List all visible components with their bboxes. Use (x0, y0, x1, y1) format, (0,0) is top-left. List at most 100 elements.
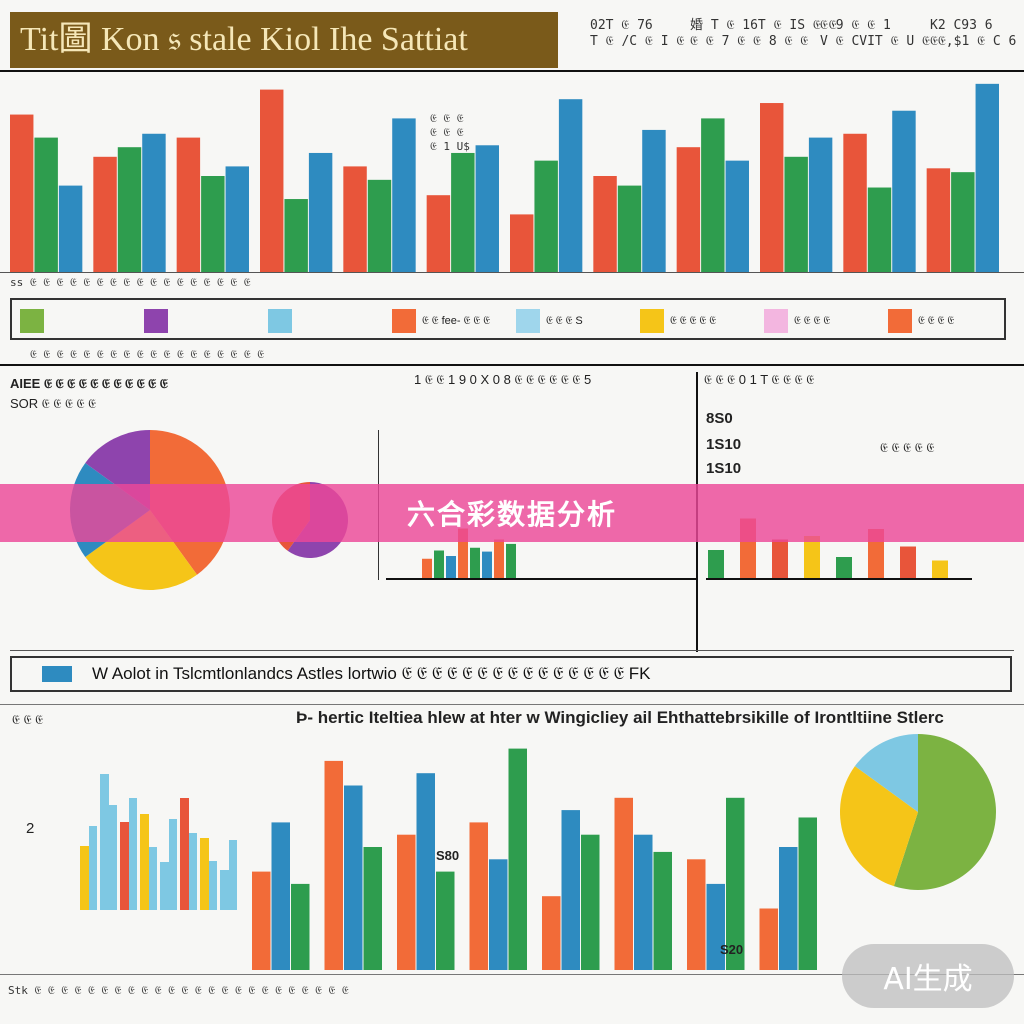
bottom-divider (0, 704, 1024, 705)
legend-label: 𝔈 𝔈 𝔈 S (546, 314, 583, 327)
bottom-value-b: S20 (720, 942, 744, 957)
bar (494, 539, 504, 578)
legend-footnote: 𝔈 𝔈 𝔈 𝔈 𝔈 𝔈 𝔈 𝔈 𝔈 𝔈 𝔈 𝔈 𝔈 𝔈 𝔈 𝔈 𝔈 𝔈 (30, 348, 264, 361)
bar (676, 147, 701, 272)
bottom-main-bar-chart (252, 748, 817, 970)
legend-item: 𝔈 𝔈 𝔈 S (516, 308, 583, 334)
bar (798, 817, 817, 970)
bar (229, 840, 237, 910)
bar (836, 557, 852, 578)
legend-item: 𝔈 𝔈 𝔈 𝔈 (764, 308, 830, 334)
legend-item (268, 308, 298, 334)
mid-right-heading: 𝔈 𝔈 𝔈 0 1 T 𝔈 𝔈 𝔈 𝔈 (704, 372, 815, 387)
bar (324, 760, 343, 970)
pie-slice (840, 766, 918, 887)
bar (772, 539, 788, 578)
bar (510, 214, 534, 272)
bar (470, 547, 480, 578)
bar (160, 862, 169, 910)
header-divider (0, 70, 1024, 72)
bar (706, 883, 725, 970)
bar (10, 114, 34, 272)
bar (451, 152, 475, 272)
bar (220, 870, 229, 910)
bar (392, 118, 416, 273)
legend-divider (0, 364, 1024, 366)
mid-right-value-2: 1S10 (706, 436, 742, 453)
info-banner: W Aolot in Tslcmtlonlandcs Astles lortwi… (10, 656, 1012, 692)
bar (180, 798, 189, 910)
bar (634, 834, 653, 970)
legend-swatch (888, 309, 912, 333)
bar (482, 551, 492, 578)
legend: 𝔈 𝔈 fee- 𝔈 𝔈 𝔈 𝔈 𝔈 𝔈 S 𝔈 𝔈 𝔈 𝔈 𝔈 𝔈 𝔈 𝔈 𝔈 𝔈 𝔈… (10, 298, 1006, 340)
bar (726, 797, 745, 970)
bottom-footer: Stk 𝔈 𝔈 𝔈 𝔈 𝔈 𝔈 𝔈 𝔈 𝔈 𝔈 𝔈 𝔈 𝔈 𝔈 𝔈 𝔈 𝔈 𝔈 … (8, 984, 349, 997)
bar (932, 560, 948, 578)
bar (129, 798, 137, 910)
bar (252, 871, 271, 970)
bar (344, 785, 363, 970)
bar (759, 908, 778, 970)
mid-center-heading: 1 𝔈 𝔈 1 9 0 X 0 8 𝔈 𝔈 𝔈 𝔈 𝔈 𝔈 5 (414, 372, 592, 387)
bar (808, 137, 833, 272)
bar (189, 833, 197, 910)
bar (416, 773, 435, 970)
bar (900, 546, 916, 578)
banner-text: W Aolot in Tslcmtlonlandcs Astles lortwi… (92, 664, 651, 683)
bar (120, 822, 129, 910)
mid-center-bar-chart (422, 528, 516, 578)
top-chart-annotation: 𝔈 𝔈 𝔈 𝔈 𝔈 𝔈 𝔈 1 U$ (430, 112, 470, 153)
overlay-title: 六合彩数据分析 (0, 484, 1024, 542)
bar (426, 195, 451, 272)
pie-slice (85, 510, 198, 590)
bar (446, 556, 456, 578)
bar (561, 810, 580, 970)
bar (892, 110, 916, 272)
legend-item (144, 308, 174, 334)
header-meta-far: K2 C93 6 𝔈 ,$1 𝔈 C 6 (930, 18, 1017, 49)
bar (176, 137, 201, 272)
bar (109, 805, 117, 910)
mid-center-baseline (386, 578, 696, 580)
bar (708, 550, 724, 578)
banner-swatch (42, 666, 72, 682)
bar (593, 176, 617, 272)
legend-label: 𝔈 𝔈 𝔈 𝔈 (918, 314, 955, 327)
legend-swatch (640, 309, 664, 333)
bar (308, 152, 333, 272)
legend-item (20, 308, 50, 334)
header-meta-right: 𝔈 9 𝔈 𝔈 1 V 𝔈 CVIT 𝔈 U 𝔈 𝔈 (820, 18, 946, 49)
bar (926, 168, 951, 272)
bar (117, 147, 142, 272)
legend-item: 𝔈 𝔈 𝔈 𝔈 𝔈 (640, 308, 716, 334)
legend-swatch (392, 309, 416, 333)
legend-swatch (516, 309, 540, 333)
bar (469, 822, 488, 970)
bar (581, 834, 600, 970)
mid-left-sub: SOR 𝔈 𝔈 𝔈 𝔈 𝔈 (10, 396, 97, 411)
bar (367, 179, 392, 272)
bar (542, 896, 561, 970)
bar (558, 99, 583, 272)
mid-right-value-3: 1S10 (706, 460, 742, 477)
legend-swatch (268, 309, 292, 333)
bar (458, 528, 468, 578)
bar (506, 543, 516, 578)
bottom-heading: Þ- hertic Iteltiea hlew at hter w Wingic… (296, 708, 944, 727)
mid-right-note: 𝔈 𝔈 𝔈 𝔈 𝔈 (880, 440, 935, 455)
bar (260, 89, 284, 272)
mid-left-heading: AIEE 𝔈 𝔈 𝔈 𝔈 𝔈 𝔈 𝔈 𝔈 𝔈 𝔈 𝔈 (10, 376, 168, 391)
ai-watermark: AI生成 (842, 944, 1014, 1008)
bar (100, 774, 109, 910)
bar (489, 859, 508, 970)
bar (701, 118, 725, 273)
bar (397, 834, 416, 970)
top-chart-axis (0, 272, 1024, 273)
bar (142, 133, 166, 272)
bar (617, 185, 642, 272)
bottom-right-pie-chart (840, 734, 996, 890)
bar (687, 859, 706, 970)
bar (58, 185, 83, 272)
bar (149, 847, 157, 910)
